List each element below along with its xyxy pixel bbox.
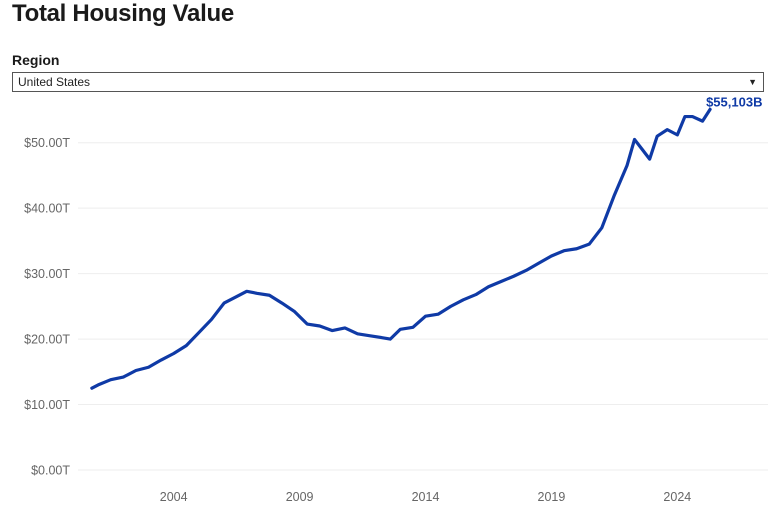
- region-label: Region: [12, 52, 60, 68]
- x-tick-label: 2019: [538, 490, 566, 504]
- series-layer: [90, 107, 712, 390]
- y-tick-label: $40.00T: [24, 202, 70, 216]
- y-tick-label: $50.00T: [24, 136, 70, 150]
- y-tick-label: $30.00T: [24, 267, 70, 281]
- x-axis-ticks: 2004 2009 2014 2019 2024: [160, 490, 692, 504]
- chevron-down-icon[interactable]: ▼: [748, 77, 757, 87]
- x-tick-label: 2009: [286, 490, 314, 504]
- region-select[interactable]: United States ▼: [12, 72, 764, 92]
- page-title: Total Housing Value: [12, 0, 234, 27]
- x-tick-label: 2014: [412, 490, 440, 504]
- last-value-label: $55,103B: [706, 94, 762, 109]
- y-axis-ticks: $0.00T $10.00T $20.00T $30.00T $40.00T $50.00…: [24, 136, 70, 477]
- annotation-layer: $55,103B: [706, 94, 762, 109]
- x-tick-label: 2004: [160, 490, 188, 504]
- x-tick-label: 2024: [663, 490, 691, 504]
- series-line: [90, 107, 712, 390]
- gridlines: [78, 142, 768, 471]
- y-tick-label: $20.00T: [24, 333, 70, 347]
- y-tick-label: $0.00T: [31, 464, 70, 478]
- y-tick-label: $10.00T: [24, 398, 70, 412]
- region-select-value: United States: [18, 75, 91, 89]
